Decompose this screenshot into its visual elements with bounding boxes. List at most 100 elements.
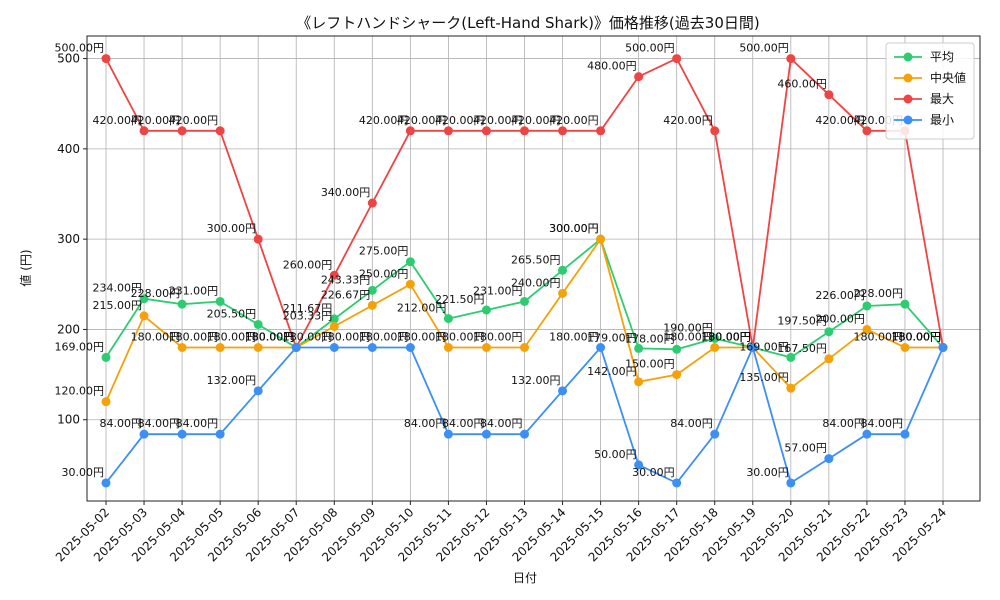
data-label: 84.00円 xyxy=(176,417,219,430)
data-point xyxy=(748,343,758,353)
y-axis: 100 200 300 400 500 xyxy=(57,52,87,427)
data-label: 132.00円 xyxy=(207,374,257,387)
data-label: 142.00円 xyxy=(587,365,637,378)
data-label: 84.00円 xyxy=(822,417,865,430)
data-label: 84.00円 xyxy=(670,417,713,430)
data-point xyxy=(253,386,263,396)
data-point xyxy=(101,54,111,64)
y-axis-label: 値 (円) xyxy=(18,249,33,286)
data-label: 234.00円 xyxy=(93,282,143,295)
data-label: 228.00円 xyxy=(131,287,181,300)
data-point xyxy=(215,126,225,136)
data-label: 180.00円 xyxy=(131,331,181,344)
data-label: 84.00円 xyxy=(480,417,523,430)
data-point xyxy=(367,343,377,353)
data-label: 84.00円 xyxy=(860,417,903,430)
data-label: 420.00円 xyxy=(131,114,181,127)
data-point xyxy=(786,352,796,362)
data-label: 30.00円 xyxy=(632,466,675,479)
data-label: 180.00円 xyxy=(892,331,942,344)
data-point xyxy=(786,383,796,393)
data-point xyxy=(672,370,682,380)
data-point xyxy=(862,126,872,136)
data-label: 84.00円 xyxy=(100,417,143,430)
data-label: 226.00円 xyxy=(815,289,865,302)
data-label: 30.00円 xyxy=(62,466,105,479)
data-label: 420.00円 xyxy=(169,114,219,127)
data-label: 275.00円 xyxy=(359,245,409,258)
data-label: 180.00円 xyxy=(473,331,523,344)
data-label: 300.00円 xyxy=(549,222,599,235)
data-point xyxy=(710,343,720,353)
data-label: 180.00円 xyxy=(245,331,295,344)
data-label: 420.00円 xyxy=(511,114,561,127)
legend-label: 平均 xyxy=(930,50,954,64)
data-label: 179.00円 xyxy=(587,331,637,344)
data-point xyxy=(443,126,453,136)
data-label: 420.00円 xyxy=(663,114,713,127)
data-label: 30.00円 xyxy=(746,466,789,479)
data-point xyxy=(938,343,948,353)
data-label: 420.00円 xyxy=(397,114,447,127)
data-point xyxy=(786,54,796,64)
data-labels: 169.00円234.00円228.00円231.00円205.50円180.0… xyxy=(55,42,942,479)
data-point xyxy=(481,343,491,353)
data-label: 215.00円 xyxy=(93,299,143,312)
data-point xyxy=(558,386,568,396)
data-label: 180.00円 xyxy=(892,331,942,344)
data-label: 500.00円 xyxy=(625,42,675,55)
data-label: 180.00円 xyxy=(245,331,295,344)
legend-marker xyxy=(903,73,913,83)
data-label: 180.00円 xyxy=(549,331,599,344)
y-tick-label: 100 xyxy=(57,413,80,427)
data-point xyxy=(139,294,149,304)
data-point xyxy=(139,429,149,439)
data-point xyxy=(710,333,720,343)
data-label: 169.00円 xyxy=(55,340,105,353)
data-label: 420.00円 xyxy=(93,114,143,127)
data-label: 211.67円 xyxy=(283,302,333,315)
data-point xyxy=(443,429,453,439)
data-label: 200.00円 xyxy=(815,312,865,325)
data-point xyxy=(443,343,453,353)
x-axis-label: 日付 xyxy=(513,571,537,585)
data-point xyxy=(900,299,910,309)
data-label: 180.00円 xyxy=(892,331,942,344)
data-point xyxy=(520,429,529,439)
data-label: 50.00円 xyxy=(594,448,637,461)
data-label: 190.00円 xyxy=(663,321,713,334)
data-point xyxy=(710,429,720,439)
legend-marker xyxy=(903,115,913,125)
data-label: 500.00円 xyxy=(739,42,789,55)
y-tick-label: 300 xyxy=(57,232,80,246)
data-label: 221.50円 xyxy=(435,293,485,306)
data-point xyxy=(824,354,834,364)
data-label: 180.00円 xyxy=(663,331,713,344)
data-label: 197.50円 xyxy=(777,315,827,328)
data-point xyxy=(824,327,834,337)
series-group xyxy=(101,54,948,488)
data-label: 180.00円 xyxy=(435,331,485,344)
data-label: 180.00円 xyxy=(853,331,903,344)
data-point xyxy=(672,344,682,354)
data-point xyxy=(367,198,377,208)
data-point xyxy=(405,279,415,289)
data-label: 243.33円 xyxy=(321,273,371,286)
data-point xyxy=(443,314,453,324)
data-label: 180.00円 xyxy=(701,331,751,344)
data-label: 180.00円 xyxy=(397,331,447,344)
data-label: 420.00円 xyxy=(549,114,599,127)
data-point xyxy=(824,90,834,100)
data-label: 300.00円 xyxy=(549,222,599,235)
data-point xyxy=(215,429,225,439)
data-point xyxy=(596,234,606,244)
data-label: 260.00円 xyxy=(283,258,333,271)
data-label: 84.00円 xyxy=(138,417,181,430)
data-label: 150.00円 xyxy=(625,358,675,371)
data-point xyxy=(253,234,263,244)
data-point xyxy=(824,454,834,464)
data-point xyxy=(177,299,187,309)
data-point xyxy=(481,126,491,136)
